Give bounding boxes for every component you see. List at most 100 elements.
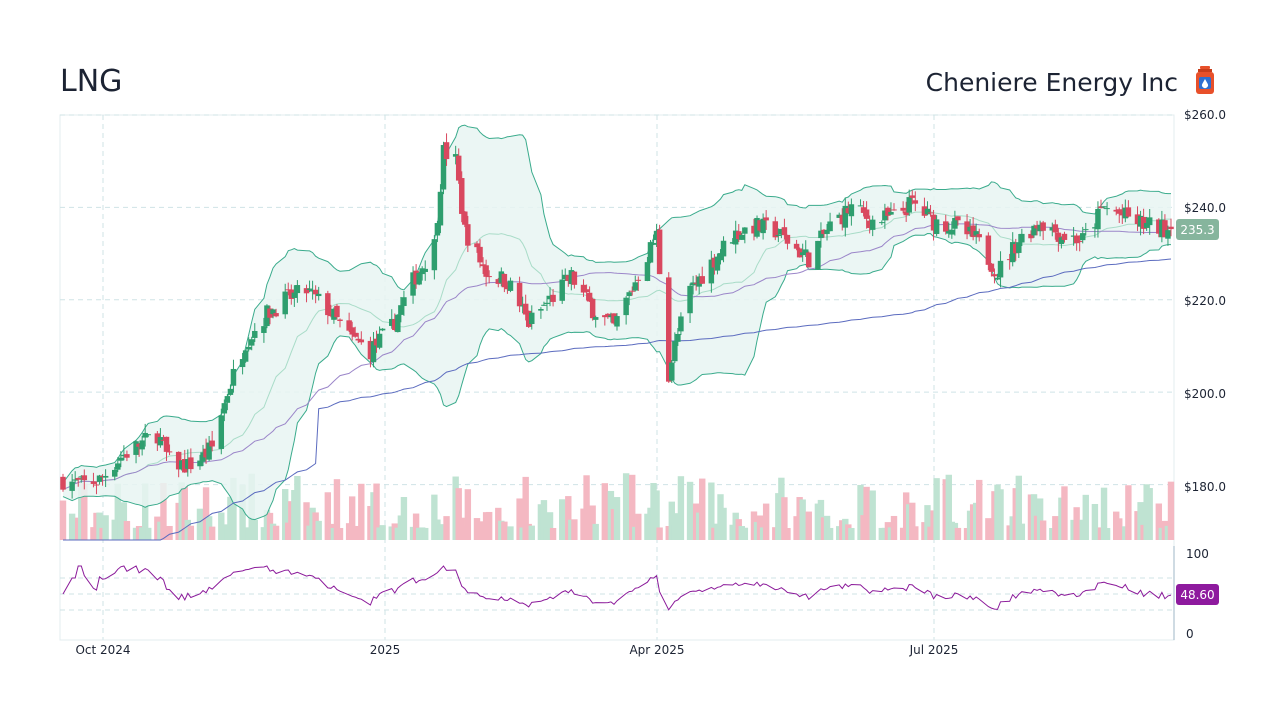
candle-body — [285, 289, 291, 291]
bollinger-middle-line — [62, 210, 1171, 491]
candle-body — [1034, 225, 1040, 229]
candle-body — [930, 214, 937, 231]
candle-body — [562, 274, 568, 280]
candle-body — [1098, 206, 1104, 209]
candle-body — [486, 276, 492, 278]
volume-bar — [601, 483, 609, 540]
candle-body — [1058, 237, 1065, 245]
candle-body — [568, 270, 575, 285]
candle-body — [1079, 233, 1086, 241]
candle-body — [696, 276, 702, 287]
candle-body — [157, 437, 164, 446]
volume-bar — [613, 497, 621, 540]
candle-body — [1019, 233, 1025, 243]
candle-body — [227, 388, 234, 395]
bollinger-upper-line — [62, 124, 1171, 484]
candle-body — [288, 289, 295, 299]
candle-body — [821, 229, 827, 235]
candle-body — [294, 285, 301, 294]
candle-body — [1095, 208, 1101, 230]
candle-body — [358, 339, 365, 343]
candle-body — [882, 210, 888, 221]
candle-body — [273, 313, 279, 317]
candle-body — [656, 229, 663, 275]
candle-body — [291, 292, 298, 298]
price-tick-label: $260.0 — [1184, 108, 1226, 122]
candle-body — [312, 289, 319, 295]
candle-body — [586, 292, 593, 302]
candle-body — [997, 260, 1004, 278]
volume-bar — [336, 527, 344, 540]
volume-bar — [464, 489, 472, 540]
candle-body — [952, 217, 958, 229]
volume-bar — [272, 525, 280, 540]
candle-body — [933, 219, 940, 234]
volume-bar — [762, 503, 770, 540]
candle-body — [717, 253, 724, 261]
candle-body — [614, 316, 620, 327]
candle-body — [739, 234, 745, 240]
candle-body — [775, 234, 782, 236]
candle-body — [306, 288, 313, 290]
candle-body — [824, 229, 830, 234]
volume-bar — [96, 512, 103, 540]
candle-body — [1076, 241, 1083, 243]
candle-body — [419, 268, 425, 275]
candle-body — [784, 234, 791, 244]
candle-body — [927, 212, 934, 214]
candle-body — [78, 476, 85, 478]
candle-body — [885, 207, 891, 216]
candle-body — [477, 246, 483, 263]
volume-bar — [412, 513, 420, 540]
candle-body — [763, 217, 769, 221]
candle-body — [1122, 207, 1129, 219]
candle-body — [1113, 209, 1119, 212]
candle-body — [580, 284, 587, 293]
volume-bar — [208, 526, 216, 540]
volume-bar — [1061, 486, 1068, 540]
candle-body — [866, 220, 873, 228]
candle-body — [736, 231, 742, 240]
candle-body — [672, 341, 678, 362]
volume-bar — [507, 526, 514, 540]
candle-body — [547, 295, 553, 300]
candle-body — [525, 310, 532, 327]
volume-bar — [181, 486, 188, 540]
volume-bar — [546, 512, 554, 540]
volume-bar — [102, 515, 109, 540]
candle-body — [742, 227, 748, 234]
ticker-title: LNG — [60, 64, 123, 99]
candle-body — [611, 313, 617, 324]
volume-bar — [400, 496, 408, 540]
candle-body — [242, 350, 249, 362]
candle-body — [1031, 225, 1037, 236]
candle-body — [376, 333, 383, 348]
candle-body — [136, 443, 142, 447]
candle-body — [346, 320, 352, 331]
volume-bar — [699, 478, 706, 540]
volume-bar — [540, 500, 548, 540]
candle-body — [988, 263, 995, 272]
volume-bar — [668, 501, 675, 540]
volume-bar — [656, 527, 663, 540]
candle-body — [1156, 219, 1162, 234]
candle-body — [842, 205, 849, 228]
candle-body — [121, 454, 127, 457]
volume-bar — [890, 515, 898, 540]
volume-bar — [686, 481, 694, 540]
candle-body — [757, 220, 763, 231]
volume-bar — [324, 492, 332, 540]
candle-body — [900, 207, 906, 211]
candle-body — [501, 273, 508, 288]
candle-body — [863, 209, 870, 219]
candle-body — [1104, 208, 1110, 210]
candle-body — [462, 211, 468, 225]
candle-body — [635, 279, 642, 281]
candle-body — [203, 448, 209, 458]
candle-body — [541, 304, 547, 306]
candle-body — [352, 332, 358, 337]
candle-body — [93, 484, 100, 486]
volume-bar — [358, 483, 365, 540]
volume-bar — [869, 490, 876, 540]
candle-body — [1159, 219, 1165, 238]
